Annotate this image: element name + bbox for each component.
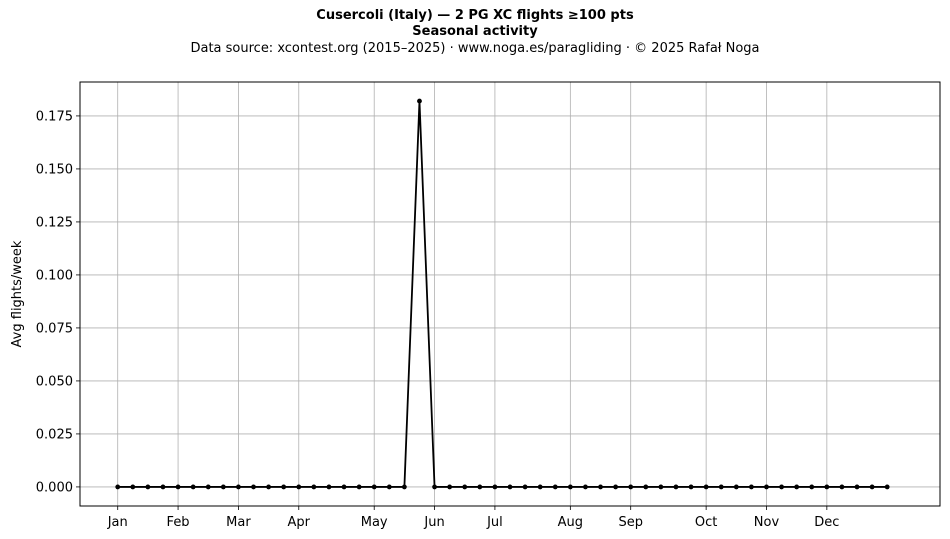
data-point (296, 484, 302, 490)
chart-subtitle: Seasonal activity (412, 24, 538, 39)
data-point (552, 484, 558, 490)
y-tick-label: 0.100 (36, 268, 73, 283)
data-point (522, 484, 528, 490)
series-group (115, 98, 890, 490)
data-point (326, 484, 332, 490)
data-point (884, 484, 890, 490)
data-point (205, 484, 211, 490)
x-tick-label: May (361, 515, 388, 530)
data-point (281, 484, 287, 490)
data-point (492, 484, 498, 490)
y-tick-label: 0.075 (36, 321, 73, 336)
data-point (583, 484, 588, 490)
x-tick-label: Jun (423, 515, 444, 530)
data-point (251, 484, 256, 490)
y-tick-label: 0.025 (36, 427, 73, 442)
data-point (220, 484, 226, 490)
chart-title: Cusercoli (Italy) — 2 PG XC flights ≥100… (316, 8, 634, 23)
data-point (598, 484, 603, 490)
data-source-line: Data source: xcontest.org (2015–2025) · … (190, 41, 760, 56)
x-tick-label: Aug (558, 515, 583, 530)
data-point (356, 484, 362, 490)
y-tick-label: 0.000 (36, 480, 73, 495)
data-point (507, 484, 513, 490)
x-tick-label: Jul (486, 515, 503, 530)
data-point (236, 484, 241, 490)
y-tick-label: 0.175 (36, 109, 73, 124)
x-tick-label: Jan (107, 515, 128, 530)
x-tick-label: Nov (754, 515, 780, 530)
data-point (764, 484, 769, 490)
chart-title-block: Cusercoli (Italy) — 2 PG XC flights ≥100… (0, 8, 950, 58)
data-point (643, 484, 649, 490)
data-point (628, 484, 634, 490)
series-line (117, 100, 888, 488)
y-axis-label: Avg flights/week (10, 240, 25, 347)
data-point (266, 484, 271, 490)
plot-frame (79, 81, 941, 507)
data-point (145, 484, 151, 490)
data-point (371, 484, 377, 490)
x-tick-label: Mar (226, 515, 251, 530)
data-point (462, 484, 468, 490)
data-point (477, 484, 483, 490)
data-point (839, 484, 845, 490)
data-point (809, 484, 815, 490)
data-point (115, 484, 121, 490)
data-point (718, 484, 724, 490)
x-tick-label: Sep (618, 515, 643, 530)
data-point (688, 484, 694, 490)
data-point (386, 484, 392, 490)
y-tick-label: 0.125 (36, 215, 73, 230)
x-tick-label: Apr (288, 515, 311, 530)
data-point (869, 484, 875, 490)
data-point (733, 484, 739, 490)
data-point (567, 484, 573, 490)
data-point (537, 484, 543, 490)
x-tick-label: Oct (695, 515, 717, 530)
y-tick-label: 0.150 (36, 162, 73, 177)
data-point (190, 484, 196, 490)
data-point (401, 484, 407, 490)
data-point (417, 98, 422, 104)
data-point (779, 484, 784, 490)
data-point (130, 484, 136, 490)
data-point (160, 484, 166, 490)
data-point (613, 484, 619, 490)
x-axis-ticks: Jan Feb Mar Apr May Jun Jul Aug Sep Oct Nov Dec (107, 506, 839, 530)
data-point (175, 484, 181, 490)
data-point (824, 484, 830, 490)
x-tick-label: Feb (167, 515, 190, 530)
data-point (673, 484, 679, 490)
data-point (311, 484, 317, 490)
grid-lines (80, 82, 940, 506)
y-axis-ticks: 0.000 0.025 0.050 0.075 0.100 0.125 0.150 0.175 (36, 109, 80, 495)
x-tick-label: Dec (814, 515, 839, 530)
data-point (447, 484, 453, 490)
data-point (341, 484, 347, 490)
y-tick-label: 0.050 (36, 374, 73, 389)
data-point (794, 484, 800, 490)
data-point (854, 484, 860, 490)
data-point (703, 484, 709, 490)
data-point (658, 484, 664, 490)
data-point (432, 484, 437, 490)
data-point (749, 484, 754, 490)
